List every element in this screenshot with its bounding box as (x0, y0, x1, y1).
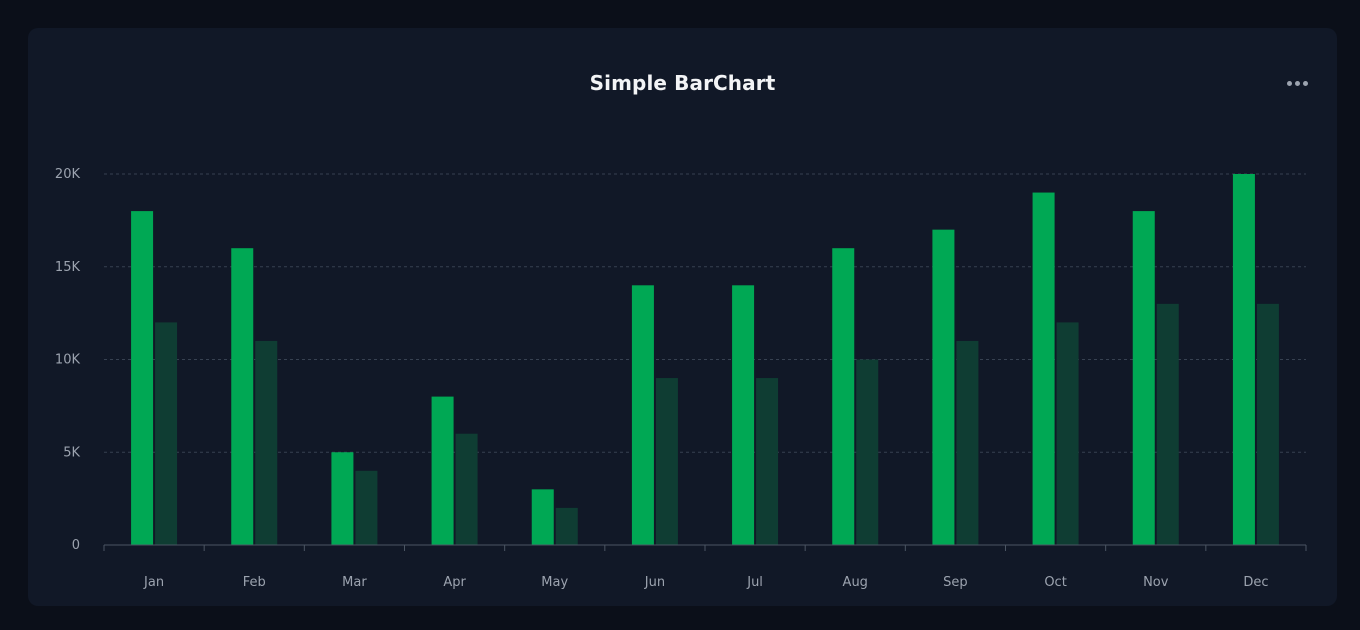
more-horizontal-icon-dot (1302, 80, 1308, 86)
bar-jan-series-1[interactable] (131, 211, 154, 545)
bar-sep-series-1[interactable] (932, 229, 955, 545)
x-tick-label: Jan (143, 575, 164, 590)
more-options-button[interactable] (1280, 72, 1314, 94)
chart-card: Simple BarChart 0 5K 10K 15K 20K Jan Feb Mar Ap… (28, 28, 1337, 606)
bar-apr-series-1[interactable] (431, 396, 454, 545)
more-horizontal-icon-dot (1294, 80, 1300, 86)
bar-may-series-2[interactable] (555, 507, 578, 545)
x-tick-label: May (541, 575, 568, 590)
bar-aug-series-2[interactable] (856, 359, 879, 546)
bar-chart-plot: 0 5K 10K 15K 20K Jan Feb Mar Apr May Jun Jul Aug Sep… (55, 167, 1307, 590)
bar-oct-series-2[interactable] (1056, 322, 1079, 545)
y-tick-label: 20K (55, 167, 81, 182)
bar-oct-series-1[interactable] (1032, 192, 1055, 546)
bar-feb-series-2[interactable] (255, 340, 278, 545)
y-axis-ticks: 0 5K 10K 15K 20K (55, 167, 81, 553)
x-tick-label: Jul (746, 575, 763, 590)
bar-feb-series-1[interactable] (231, 248, 254, 545)
bar-mar-series-1[interactable] (331, 452, 354, 545)
bar-may-series-1[interactable] (531, 489, 554, 545)
x-tick-label: Nov (1143, 575, 1169, 590)
x-tick-label: Sep (943, 575, 968, 590)
bar-apr-series-2[interactable] (455, 433, 478, 545)
x-tick-label: Oct (1044, 575, 1066, 590)
bar-aug-series-1[interactable] (832, 248, 855, 545)
y-tick-label: 0 (72, 538, 80, 553)
y-tick-label: 15K (55, 260, 81, 275)
grid-lines (104, 173, 1306, 453)
x-tick-label: Jun (644, 575, 665, 590)
bar-jul-series-2[interactable] (756, 378, 779, 545)
x-tick-label: Dec (1243, 575, 1268, 590)
x-axis (103, 544, 1307, 551)
bar-dec-series-2[interactable] (1256, 303, 1279, 545)
x-tick-label: Aug (843, 575, 868, 590)
bar-nov-series-1[interactable] (1132, 211, 1155, 545)
x-tick-label: Feb (243, 575, 266, 590)
x-tick-label: Apr (443, 575, 466, 590)
chart-title: Simple BarChart (589, 71, 776, 95)
bar-jun-series-2[interactable] (655, 378, 678, 545)
bar-dec-series-1[interactable] (1232, 174, 1255, 545)
x-tick-label: Mar (342, 575, 367, 590)
x-axis-ticks: Jan Feb Mar Apr May Jun Jul Aug Sep Oct Nov Dec (143, 575, 1268, 590)
y-tick-label: 5K (63, 445, 80, 460)
bar-mar-series-2[interactable] (355, 470, 378, 545)
bar-jul-series-1[interactable] (732, 285, 755, 545)
bar-sep-series-2[interactable] (956, 340, 979, 545)
bar-jun-series-1[interactable] (631, 285, 654, 545)
bar-jan-series-2[interactable] (155, 322, 178, 545)
y-tick-label: 10K (55, 353, 81, 368)
more-horizontal-icon (1286, 80, 1292, 86)
bars (131, 174, 1279, 546)
bar-nov-series-2[interactable] (1156, 303, 1179, 545)
